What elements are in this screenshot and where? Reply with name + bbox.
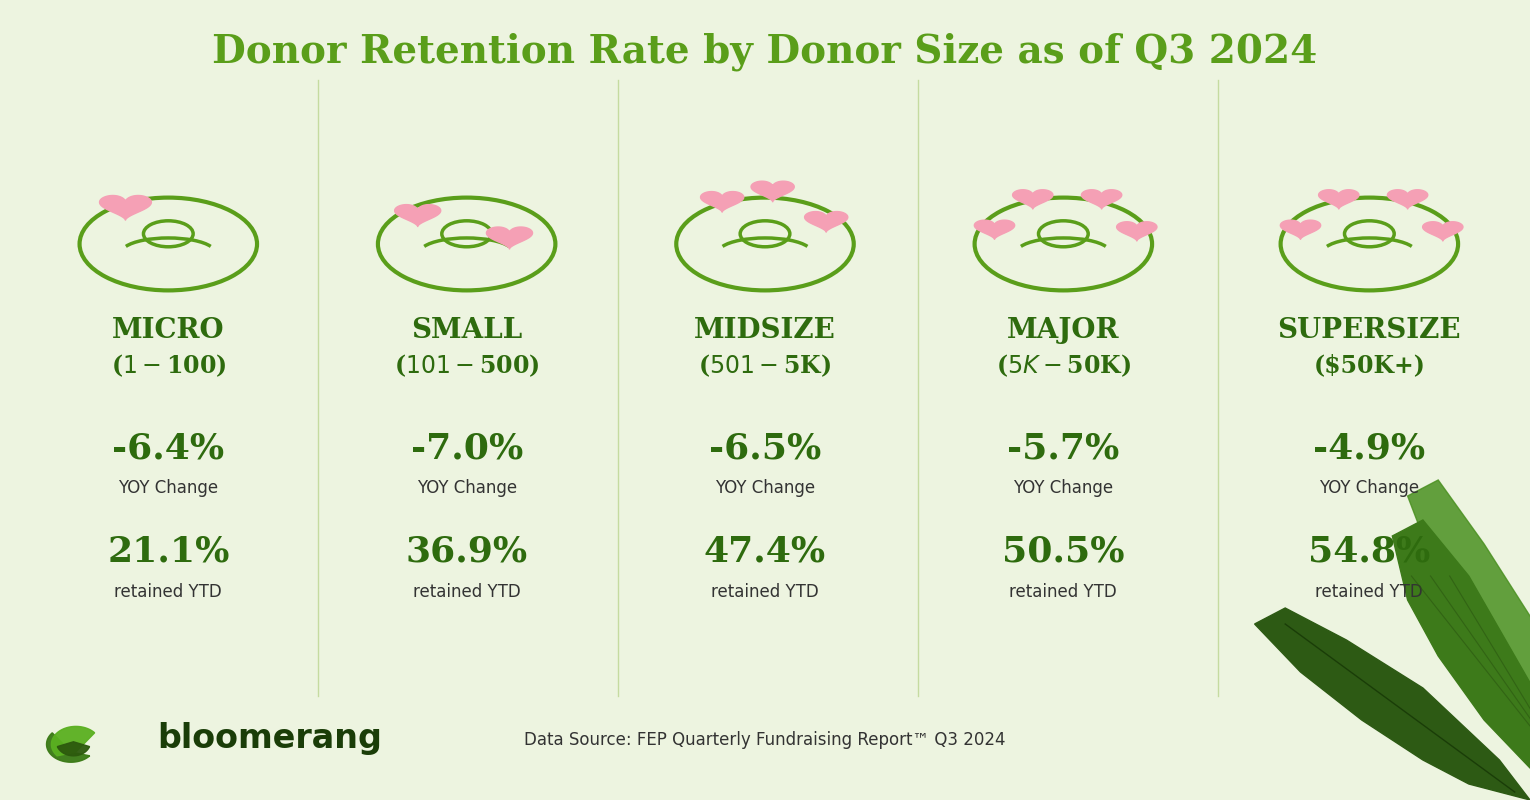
Text: retained YTD: retained YTD: [413, 583, 520, 601]
Text: MAJOR: MAJOR: [1007, 317, 1120, 344]
Polygon shape: [395, 205, 441, 226]
Text: retained YTD: retained YTD: [115, 583, 222, 601]
Polygon shape: [52, 726, 95, 756]
Text: 36.9%: 36.9%: [405, 535, 528, 569]
Text: retained YTD: retained YTD: [1316, 583, 1423, 601]
Text: bloomerang: bloomerang: [158, 722, 382, 755]
Text: YOY Change: YOY Change: [715, 479, 815, 497]
Text: -5.7%: -5.7%: [1007, 431, 1120, 465]
Text: ($1 - $100): ($1 - $100): [110, 352, 226, 379]
Text: MIDSIZE: MIDSIZE: [695, 317, 835, 344]
Polygon shape: [1319, 190, 1359, 209]
Polygon shape: [99, 195, 151, 220]
Text: ($101 - $500): ($101 - $500): [393, 352, 540, 379]
Polygon shape: [1281, 220, 1320, 239]
Text: Donor Retention Rate by Donor Size as of Q3 2024: Donor Retention Rate by Donor Size as of…: [213, 33, 1317, 71]
Polygon shape: [487, 227, 532, 249]
Text: 50.5%: 50.5%: [1002, 535, 1125, 569]
Text: -6.5%: -6.5%: [708, 431, 822, 465]
Polygon shape: [1423, 222, 1463, 241]
Text: ($5K - $50K): ($5K - $50K): [996, 352, 1131, 379]
Polygon shape: [1013, 190, 1053, 209]
Text: SUPERSIZE: SUPERSIZE: [1278, 317, 1461, 344]
Text: MICRO: MICRO: [112, 317, 225, 344]
Text: YOY Change: YOY Change: [416, 479, 517, 497]
Polygon shape: [1392, 520, 1530, 800]
Polygon shape: [975, 220, 1014, 239]
Polygon shape: [46, 733, 90, 762]
Text: YOY Change: YOY Change: [1013, 479, 1114, 497]
Text: retained YTD: retained YTD: [1010, 583, 1117, 601]
Text: -4.9%: -4.9%: [1313, 431, 1426, 465]
Text: SMALL: SMALL: [412, 317, 522, 344]
Polygon shape: [1117, 222, 1157, 241]
Polygon shape: [701, 191, 744, 212]
Text: Data Source: FEP Quarterly Fundraising Report™ Q3 2024: Data Source: FEP Quarterly Fundraising R…: [525, 731, 1005, 749]
Text: -7.0%: -7.0%: [410, 431, 523, 465]
Text: -6.4%: -6.4%: [112, 431, 225, 465]
Polygon shape: [805, 211, 848, 232]
Polygon shape: [751, 181, 794, 202]
Text: 54.8%: 54.8%: [1308, 535, 1431, 569]
Polygon shape: [1082, 190, 1121, 209]
Text: YOY Change: YOY Change: [118, 479, 219, 497]
Text: ($501 - $5K): ($501 - $5K): [698, 352, 832, 379]
Text: retained YTD: retained YTD: [711, 583, 819, 601]
Text: 47.4%: 47.4%: [704, 535, 826, 569]
Text: ($50K+): ($50K+): [1313, 354, 1426, 378]
Text: YOY Change: YOY Change: [1319, 479, 1420, 497]
Polygon shape: [57, 742, 90, 756]
Polygon shape: [1255, 608, 1530, 800]
Polygon shape: [1408, 480, 1530, 800]
Polygon shape: [1388, 190, 1427, 209]
Text: 21.1%: 21.1%: [107, 535, 230, 569]
